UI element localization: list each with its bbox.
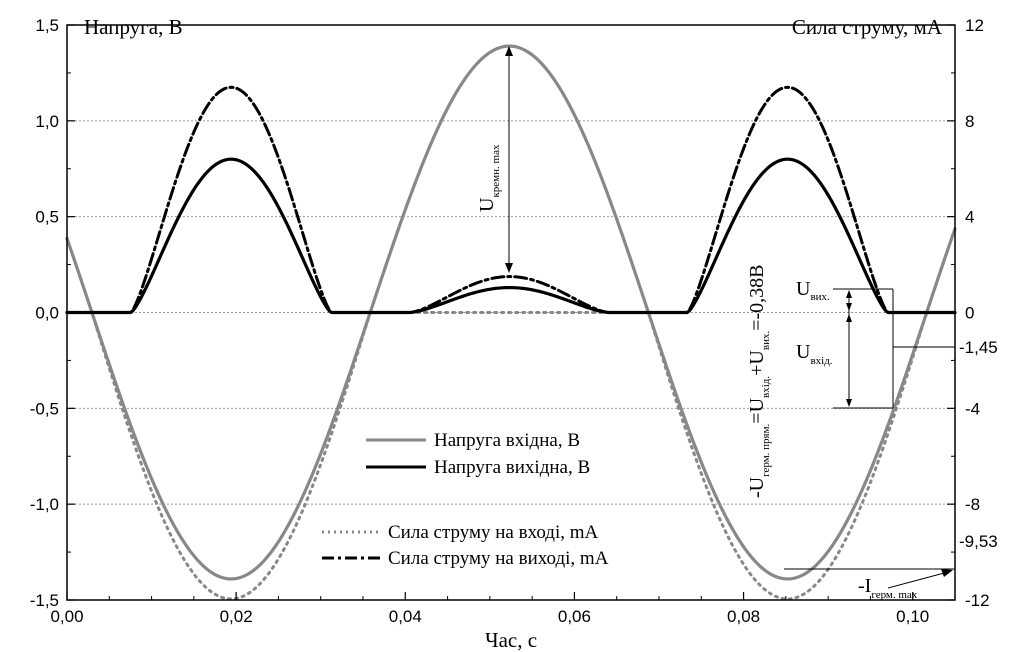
- y-right-tick-label: 0: [965, 304, 974, 323]
- u-vhid-arrow-top: [846, 314, 852, 322]
- u-krem-label: Uкремн. max: [476, 144, 502, 212]
- y-right-tick-label: 12: [965, 16, 984, 35]
- legend-label-output-current: Сила струму на виході, mA: [388, 548, 609, 569]
- u-krem-arrow-head-top: [505, 46, 513, 56]
- u-vhid-label: Uвхід.: [796, 341, 833, 367]
- i-herm-pointer: [887, 571, 949, 589]
- i-herm-arrow-head: [941, 569, 953, 577]
- x-tick-label: 0,06: [558, 607, 591, 626]
- u-vhid-arrow-bottom: [846, 399, 852, 407]
- y-right-extra-label: -1,45: [959, 338, 998, 357]
- series-layer: [65, 44, 957, 601]
- x-tick-label: 0,02: [220, 607, 253, 626]
- x-tick-label: 0,08: [727, 607, 760, 626]
- series-input-voltage: [65, 44, 957, 581]
- y-right-tick-label: -4: [965, 399, 980, 418]
- y-left-tick-label: 0,0: [35, 304, 59, 323]
- u-vyh-arrow-bottom: [846, 303, 852, 311]
- y-right-tick-label: 4: [965, 208, 974, 227]
- u-vyh-arrow-top: [846, 290, 852, 298]
- y-left-tick-label: 0,5: [35, 208, 59, 227]
- y-right-tick-label: 8: [965, 112, 974, 131]
- y-right-tick-label: -12: [965, 591, 990, 610]
- u-vyh-label: Uвих.: [796, 278, 830, 303]
- series-output-current: [65, 85, 957, 314]
- x-tick-label: 0,00: [50, 607, 83, 626]
- x-tick-label: 0,10: [896, 607, 929, 626]
- series-input-current: [65, 311, 957, 601]
- x-tick-label: 0,04: [389, 607, 422, 626]
- y-left-tick-label: 1,0: [35, 112, 59, 131]
- ticks: 0,00 0,02 0,04 0,06 0,08 0,10 1,5 1,0 0,5 0,0 -0,5…: [30, 16, 998, 626]
- y-left-tick-label: 1,5: [35, 16, 59, 35]
- annotations: Uкремн. max -Uгерм. прям.=Uвхід.+Uвих.=-…: [476, 46, 955, 601]
- equation-label: -Uгерм. прям.=Uвхід.+Uвих.=-0,38В: [746, 264, 772, 498]
- y-left-tick-label: -1,5: [30, 591, 59, 610]
- y-right-title: Сила струму, мА: [792, 15, 943, 39]
- series-output-voltage: [65, 157, 957, 315]
- i-herm-label: -Iгерм. max: [858, 575, 918, 601]
- x-axis-title: Час, с: [485, 628, 537, 652]
- y-right-extra-label: -9,53: [959, 532, 998, 551]
- legend-label-input-voltage: Напруга вхідна, В: [434, 430, 580, 451]
- y-left-tick-label: -1,0: [30, 495, 59, 514]
- legend-label-output-voltage: Напруга вихідна, В: [434, 457, 590, 478]
- y-right-tick-label: -8: [965, 495, 980, 514]
- y-left-tick-label: -0,5: [30, 399, 59, 418]
- legend: Напруга вхідна, В Напруга вихідна, В Сил…: [322, 430, 609, 569]
- legend-label-input-current: Сила струму на вході, mA: [388, 522, 599, 543]
- y-left-title: Напруга, В: [84, 15, 183, 39]
- u-krem-arrow-head-bottom: [505, 263, 513, 273]
